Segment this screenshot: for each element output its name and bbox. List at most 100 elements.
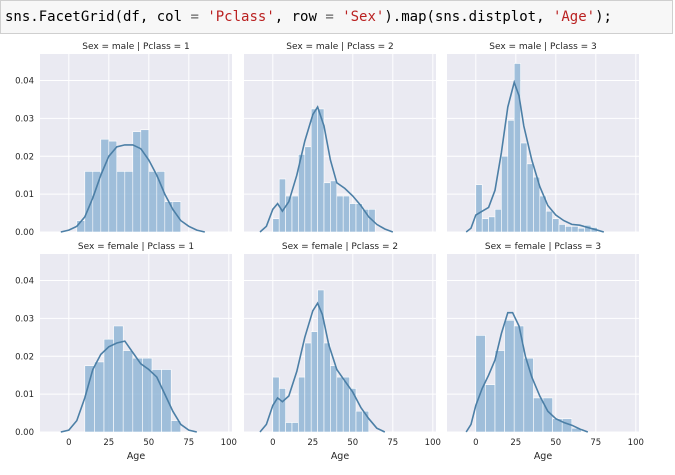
x-tick-label: 0 [270,438,275,448]
x-tick-label: 25 [510,438,521,448]
x-tick-label: 50 [550,438,561,448]
panel-title: Sex = female | Pclass = 2 [282,242,398,252]
histogram-bar [285,422,293,433]
histogram-bar [140,129,150,233]
histogram-bar [481,218,489,233]
histogram-bar [526,163,534,233]
facet-panel: Sex = female | Pclass = 2 0 25 50 75 100 Age [244,242,441,462]
x-axis-label: Age [127,451,146,462]
kde-line [465,311,589,433]
histogram-bar [161,369,172,433]
panel-title: Sex = male | Pclass = 2 [286,42,394,52]
facet-panel: Sex = male | Pclass = 1 0.00 0.01 0.02 0.03 0… [15,42,232,238]
histogram-bar [330,365,338,433]
histogram-bar [520,142,528,233]
x-tick-label: 0 [473,438,478,448]
x-tick-label: 100 [425,438,441,448]
histogram-bar [291,195,299,233]
x-tick-label: 0 [66,438,71,448]
y-tick-label: 0.00 [15,428,34,438]
histogram-bar [494,350,505,433]
panel-title: Sex = male | Pclass = 1 [82,42,190,52]
histogram-bar [513,63,521,233]
kde-line [259,105,394,233]
histogram-bar [278,388,286,433]
code-token: , row [274,9,326,25]
histogram-bar [558,224,566,233]
y-tick-label: 0.01 [15,190,34,200]
histogram-bar [103,338,114,433]
y-tick-label: 0.02 [15,152,34,162]
histogram-bar [485,384,496,433]
x-tick-label: 100 [628,438,644,448]
code-token: ); [595,9,612,25]
histogram-bar [475,335,486,433]
histogram-bar [349,203,357,233]
code-cell[interactable]: sns.FacetGrid(df, col = 'Pclass', row = … [0,0,673,34]
y-tick-label: 0.03 [15,314,34,324]
histogram-bar [148,171,158,233]
histogram-bar [336,195,344,233]
histogram-bar [291,422,299,433]
facet-panel: Sex = female | Pclass = 1 0.00 0.01 0.02 0.0… [15,242,237,462]
histogram-bar [571,226,579,233]
x-tick-label: 25 [103,438,114,448]
y-tick-label: 0.01 [15,390,34,400]
histogram-bar [116,171,126,233]
kde-line [60,144,205,233]
histogram-bar [170,420,182,433]
histogram-bar [349,388,357,433]
x-tick-label: 100 [221,438,237,448]
histogram-bar [100,138,110,233]
code-token: = [325,9,334,25]
panel-title: Sex = female | Pclass = 3 [485,242,601,252]
histogram-bar [323,342,331,433]
histogram-bar [533,397,544,433]
histogram-bar [304,342,312,433]
x-tick-label: 25 [307,438,318,448]
histogram-bar [323,182,331,233]
histogram-bar [545,210,553,233]
histogram-bar [298,376,306,433]
y-tick-label: 0.02 [15,352,34,362]
histogram-bar [310,331,318,433]
facet-panel: Sex = female | Pclass = 3 0 25 50 75 100 Age [447,242,644,462]
facet-grid-chart: Sex = male | Pclass = 1 0.00 0.01 0.02 0.03 0… [15,42,644,462]
histogram-bar [362,410,370,433]
y-tick-label: 0.00 [15,228,34,238]
histogram-bar [355,410,363,433]
kde-line [259,301,386,433]
histogram-bar [565,226,573,233]
histogram-bar [132,357,143,433]
histogram-bar [504,319,515,433]
histogram-bar [272,218,280,233]
kde-line [60,340,197,433]
histogram-bar [552,218,560,233]
histogram-bar [156,171,166,233]
histogram-bar [355,203,363,233]
panel-title: Sex = male | Pclass = 3 [489,42,597,52]
histogram-bar [172,201,182,233]
code-token: 'Pclass' [207,9,275,25]
histogram-bar [488,216,496,233]
y-tick-label: 0.03 [15,114,34,124]
histogram-bar [507,119,515,233]
facet-panel: Sex = male | Pclass = 2 [244,42,436,233]
histogram-bar [304,146,312,233]
y-tick-label: 0.04 [15,77,34,87]
y-tick-label: 0.04 [15,277,34,287]
x-tick-label: 50 [347,438,358,448]
histogram-bar [122,350,134,433]
x-axis-label: Age [331,451,350,462]
histogram-bar [278,178,286,233]
x-tick-label: 75 [387,438,398,448]
x-axis-label: Age [534,451,553,462]
kde-line [465,79,605,233]
histogram-bar [501,155,509,233]
histogram-bar [475,184,483,233]
histogram-bar [310,108,318,233]
code-token [334,9,342,25]
histogram-bar [94,361,105,433]
histogram-bar [336,376,344,433]
x-tick-label: 50 [143,438,154,448]
